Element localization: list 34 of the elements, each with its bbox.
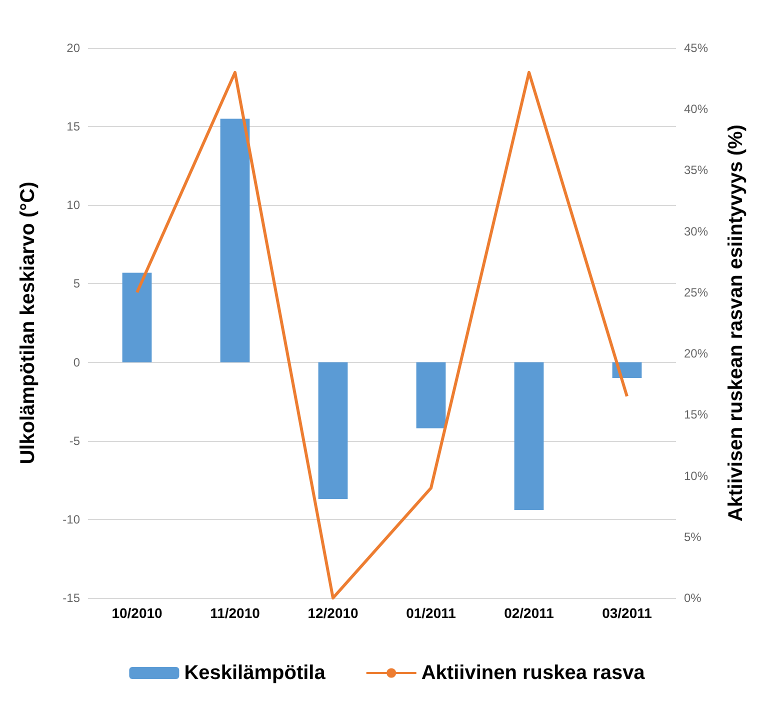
bar [220, 118, 250, 362]
y-axis-title: Ulkolämpötilan keskiarvo (°C) [17, 182, 39, 464]
y-tick-label: 20 [66, 41, 80, 55]
y2-axis-title: Aktiivisen ruskean rasvan esiintyvyys (%) [725, 124, 747, 522]
x-tick-label: 02/2011 [504, 605, 554, 621]
x-tick-label: 01/2011 [406, 605, 456, 621]
y2-tick-label: 20% [684, 346, 708, 361]
bar [318, 362, 348, 499]
y-tick-label: 10 [66, 198, 80, 212]
legend-label: Aktiivinen ruskea rasva [421, 662, 646, 684]
y-tick-label: -15 [62, 591, 80, 605]
bar [514, 362, 544, 510]
x-tick-label: 11/2010 [210, 605, 260, 621]
y2-tick-label: 15% [684, 408, 708, 422]
y2-tick-label: 10% [684, 468, 708, 483]
y-tick-label: 15 [66, 120, 80, 134]
y2-tick-label: 30% [684, 224, 708, 238]
bar [416, 362, 446, 428]
x-tick-label: 03/2011 [602, 605, 652, 621]
y-tick-label: 5 [73, 276, 80, 291]
y2-tick-label: 35% [684, 163, 708, 178]
y2-tick-label: 25% [684, 285, 708, 300]
y-tick-label: -10 [62, 512, 80, 526]
y2-tick-label: 45% [684, 41, 708, 55]
legend-label: Keskilämpötila [184, 662, 326, 684]
x-tick-label: 10/2010 [112, 605, 163, 621]
y2-tick-label: 5% [684, 530, 702, 544]
y-tick-label: -5 [69, 434, 80, 448]
y2-tick-label: 0% [684, 591, 702, 605]
line-series [136, 70, 628, 600]
bar [122, 272, 152, 362]
y2-tick-label: 40% [684, 102, 708, 116]
y-tick-label: 0 [73, 355, 80, 370]
x-tick-label: 12/2010 [308, 605, 359, 621]
